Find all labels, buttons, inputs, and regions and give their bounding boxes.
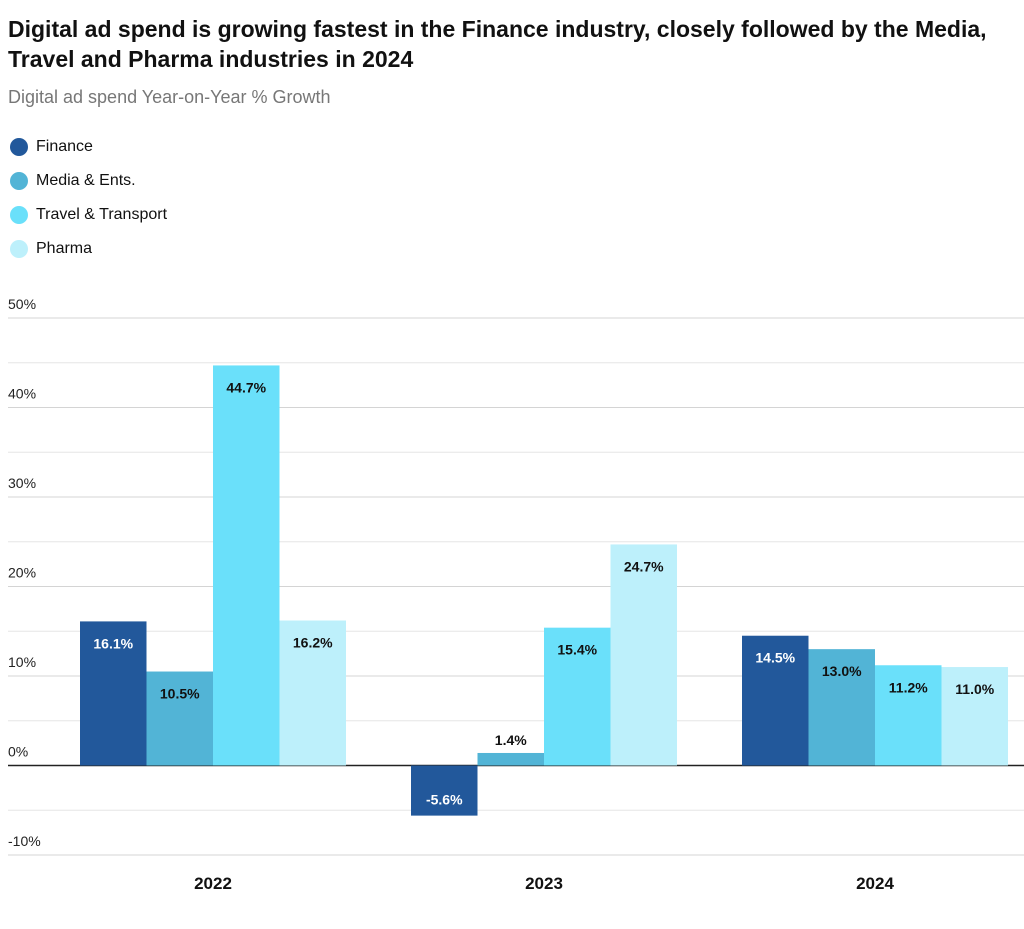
bar-data-label: 16.1% <box>93 635 133 651</box>
legend: Finance Media & Ents. Travel & Transport… <box>10 130 167 266</box>
legend-label-pharma: Pharma <box>36 240 93 257</box>
legend-label-finance: Finance <box>36 138 93 155</box>
bar-data-label: 11.0% <box>955 681 994 697</box>
bar-data-label: 10.5% <box>160 686 200 702</box>
legend-label-travel: Travel & Transport <box>36 206 168 223</box>
bar-data-label: 14.5% <box>755 650 795 666</box>
bar-data-label: 13.0% <box>822 663 862 679</box>
bar-data-label: 1.4% <box>495 732 527 748</box>
bar <box>742 635 809 766</box>
y-tick-label: 40% <box>8 386 36 402</box>
legend-swatch-pharma <box>10 240 28 258</box>
legend-swatch-finance <box>10 138 28 156</box>
legend-item-finance: Finance <box>10 130 167 164</box>
chart-title: Digital ad spend is growing fastest in t… <box>8 16 987 72</box>
y-tick-label: 20% <box>8 565 36 581</box>
y-tick-label: -10% <box>8 833 41 849</box>
bar <box>213 365 280 766</box>
bar <box>477 752 544 766</box>
legend-item-pharma: Pharma <box>10 232 167 266</box>
x-category-label: 2023 <box>525 874 563 893</box>
y-tick-label: 50% <box>8 296 36 312</box>
chart-subtitle: Digital ad spend Year-on-Year % Growth <box>8 87 331 107</box>
bar-data-label: 11.2% <box>889 679 928 695</box>
bar <box>279 620 346 766</box>
legend-label-media: Media & Ents. <box>36 172 136 189</box>
bar <box>875 665 942 766</box>
legend-item-media: Media & Ents. <box>10 164 167 198</box>
bar <box>808 649 875 766</box>
y-tick-label: 30% <box>8 475 36 491</box>
bar <box>610 544 677 766</box>
bar-data-label: 44.7% <box>226 379 266 395</box>
bar-data-label: 24.7% <box>624 558 664 574</box>
legend-swatch-travel <box>10 206 28 224</box>
legend-swatch-media <box>10 172 28 190</box>
x-category-label: 2024 <box>856 874 894 893</box>
legend-item-travel: Travel & Transport <box>10 198 167 232</box>
bar-data-label: -5.6% <box>426 792 463 808</box>
x-category-label: 2022 <box>194 874 232 893</box>
bar <box>80 621 147 766</box>
y-tick-label: 0% <box>8 744 28 760</box>
bar-data-label: 16.2% <box>293 635 333 651</box>
bar <box>941 667 1008 766</box>
y-tick-label: 10% <box>8 654 36 670</box>
bar <box>146 671 213 766</box>
bar-data-label: 15.4% <box>557 642 597 658</box>
bar <box>544 627 611 766</box>
bar <box>411 765 478 816</box>
bar-chart: 50% 40% 30% 20% 10% 0% -10% 16.1% 10.5% 44.7% 16.2… <box>8 296 1024 893</box>
